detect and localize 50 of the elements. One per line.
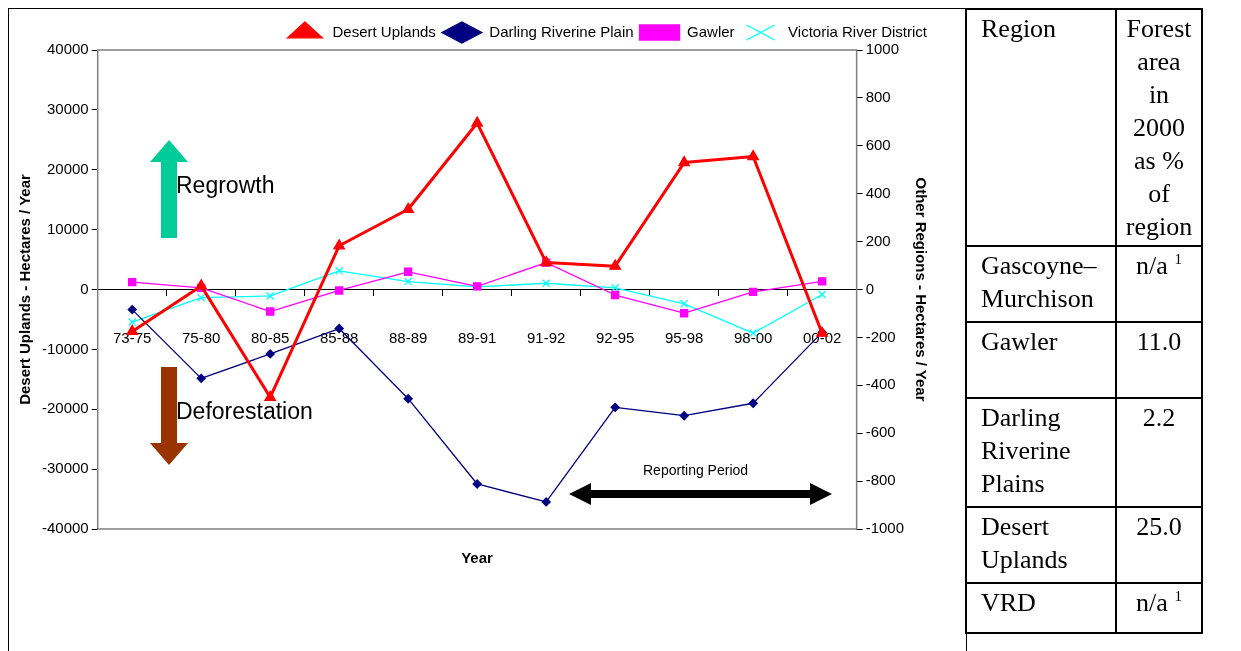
category-label: Gascoyne–Murchison [966,246,1116,322]
x-tick-label: 73-75 [113,328,152,346]
y2-tick-label: 800 [865,88,891,106]
legend-label: Victoria River District [788,22,928,40]
text: 11.0 [1136,327,1182,356]
x-tick-label: 80-85 [251,328,290,346]
x-tick-label: 88-89 [388,328,428,346]
text: 2.2 [1142,403,1176,432]
x-tick-label: 75-80 [182,328,221,346]
legend-label: Desert Uplands [332,22,436,40]
x-tick-label: 89-91 [457,328,497,346]
y2-tick-label: -1000 [865,519,905,537]
text: Region [966,9,1116,246]
y2-tick-label: -400 [865,375,896,393]
annotation: Regrowth [176,172,275,199]
y2-tick-label: 400 [865,183,891,201]
text: n/a $^{1}$ [1136,251,1182,280]
legend-label: Darling Riverine Plain [489,22,634,40]
y-tick-label: 0 [80,279,89,297]
annotation: Reporting Period [643,462,749,478]
text: 25.0 [1136,512,1182,541]
y-tick-label: -20000 [41,399,89,417]
legend-label: Gawler [687,22,735,40]
x-tick-label: 98-00 [733,328,773,346]
y2-tick-label: -800 [865,471,896,489]
y-tick-label: 40000 [46,40,89,58]
y2-tick-label: 1000 [865,40,900,58]
category-label: Gawler [966,322,1116,398]
y2-tick-label: 200 [865,231,891,249]
category-label: Darling Riverine Plains [966,398,1116,507]
y2-tick-label: 600 [865,135,891,153]
y-tick-label: -40000 [41,519,89,537]
x-tick-label: 95-98 [664,328,704,346]
y-tick-label: -10000 [41,339,89,357]
y-tick-label: 30000 [46,100,89,118]
x-axis-title: Year [461,549,493,566]
y2-tick-label: 0 [865,279,874,297]
y2-axis-title: Other Regions - Hectares / Year [912,177,930,402]
y-axis-title: Desert Uplands - Hectares / Year [16,174,34,405]
text: n/a $^{1}$ [1136,588,1182,617]
y-tick-label: -30000 [41,459,89,477]
y-tick-label: 10000 [46,219,89,237]
y2-tick-label: -200 [865,327,896,345]
x-tick-label: 92-95 [595,328,635,346]
y2-tick-label: -600 [865,423,896,441]
category-label: VRD [966,583,1116,633]
y-tick-label: 20000 [46,159,89,177]
annotation: Deforestation [176,398,313,425]
x-tick-label: 91-92 [526,328,566,346]
category-label: Desert Uplands [966,507,1116,583]
